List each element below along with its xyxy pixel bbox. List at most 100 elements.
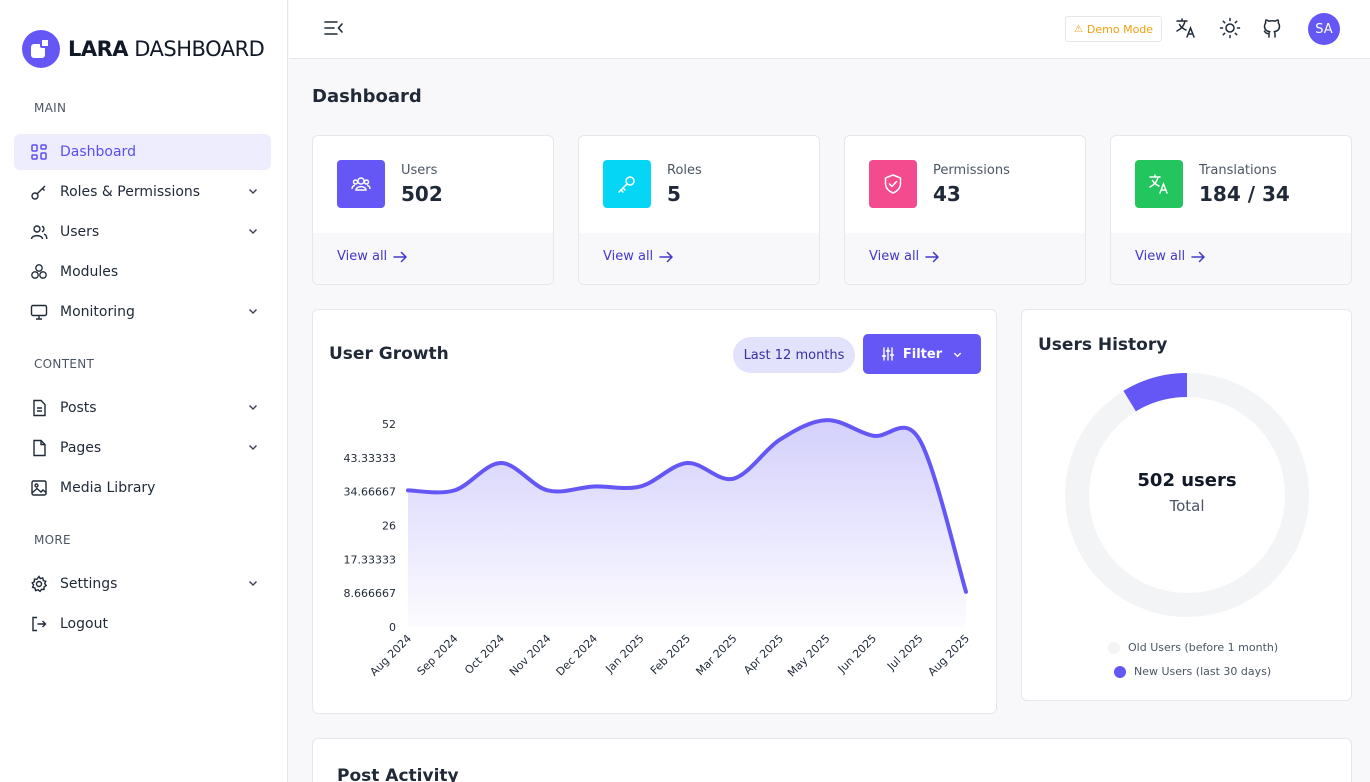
- y-tick-label: 34.66667: [344, 486, 397, 499]
- github-icon[interactable]: [1261, 17, 1283, 39]
- sun-icon[interactable]: [1219, 17, 1241, 39]
- view-all-users-link[interactable]: View all: [337, 249, 408, 264]
- sidebar-item-monitoring[interactable]: Monitoring: [14, 294, 271, 330]
- sidebar-item-label: Media Library: [60, 480, 156, 496]
- y-tick-label: 52: [382, 418, 396, 431]
- page-title: Dashboard: [312, 86, 422, 107]
- chevron-down-icon: [249, 445, 257, 450]
- chart-title: User Growth: [329, 344, 449, 364]
- legend-item-new-users[interactable]: New Users (last 30 days): [1114, 665, 1271, 678]
- stat-card-translations: Translations 184 / 34 View all: [1110, 135, 1352, 285]
- shield-check-icon: [869, 160, 917, 208]
- stat-footer: View all: [313, 233, 553, 284]
- x-tick-label: Oct 2024: [462, 632, 507, 677]
- stat-footer: View all: [1111, 233, 1351, 284]
- chevron-down-icon: [249, 189, 257, 194]
- chevron-down-icon: [953, 352, 962, 357]
- logo-icon: [22, 30, 60, 68]
- donut-center-label: 502 users Total: [1087, 470, 1287, 515]
- sidebar-item-label: Users: [60, 224, 100, 240]
- donut-subtitle: Total: [1169, 497, 1205, 515]
- x-tick-label: Jan 2025: [602, 632, 646, 676]
- legend-dot: [1108, 641, 1120, 654]
- key-icon: [603, 160, 651, 208]
- donut-segment-new-users: [1065, 373, 1309, 617]
- x-tick-label: May 2025: [785, 632, 833, 680]
- chevron-down-icon: [249, 309, 257, 314]
- sidebar-item-logout[interactable]: Logout: [14, 606, 271, 642]
- translate-icon[interactable]: [1175, 17, 1197, 39]
- x-tick-label: Sep 2024: [414, 632, 460, 678]
- sidebar-item-label: Logout: [60, 616, 108, 632]
- donut-title: Users History: [1038, 335, 1168, 355]
- donut-total: 502 users: [1137, 470, 1237, 491]
- filter-button[interactable]: Filter: [863, 334, 981, 374]
- stat-card-roles: Roles 5 View all: [578, 135, 820, 285]
- cubes-icon: [30, 263, 48, 281]
- stat-label: Translations: [1199, 163, 1277, 178]
- document-icon: [30, 399, 48, 417]
- view-all-translations-link[interactable]: View all: [1135, 249, 1206, 264]
- section-label-content: CONTENT: [34, 357, 95, 371]
- x-tick-label: Mar 2025: [693, 632, 739, 678]
- stat-value: 184 / 34: [1199, 182, 1290, 206]
- x-tick-label: Jul 2025: [884, 632, 926, 674]
- users-history-donut: [1065, 373, 1309, 617]
- y-tick-label: 0: [389, 621, 396, 634]
- user-avatar[interactable]: SA: [1308, 13, 1340, 45]
- legend-dot: [1114, 665, 1126, 678]
- sidebar: LARA DASHBOARD MAIN Dashboard Roles & Pe…: [0, 0, 288, 782]
- post-activity-title: Post Activity: [337, 766, 459, 782]
- sidebar-item-posts[interactable]: Posts: [14, 390, 271, 426]
- stat-value: 5: [667, 182, 681, 206]
- x-tick-label: Feb 2025: [648, 632, 693, 677]
- sidebar-item-label: Monitoring: [60, 304, 135, 320]
- arrow-right-icon: [1191, 251, 1206, 262]
- sidebar-item-dashboard[interactable]: Dashboard: [14, 134, 271, 170]
- page-icon: [30, 439, 48, 457]
- warning-icon: ⚠: [1073, 23, 1083, 35]
- sidebar-item-label: Modules: [60, 264, 119, 280]
- x-tick-label: Dec 2024: [554, 632, 601, 679]
- date-range-selector[interactable]: Last 12 months: [733, 337, 855, 373]
- sidebar-item-users[interactable]: Users: [14, 214, 271, 250]
- chevron-down-icon: [249, 405, 257, 410]
- arrow-right-icon: [393, 251, 408, 262]
- demo-mode-badge: ⚠ Demo Mode: [1065, 16, 1162, 42]
- x-tick-label: Aug 2024: [367, 632, 414, 679]
- user-growth-chart: 0 8.666667 17.33333 26 34.66667 43.33333 52 Au…: [344, 418, 973, 680]
- gear-icon: [30, 575, 48, 593]
- grid-icon: [30, 143, 48, 161]
- menu-collapse-icon[interactable]: [323, 18, 345, 38]
- logout-icon: [30, 615, 48, 633]
- sidebar-item-settings[interactable]: Settings: [14, 566, 271, 602]
- stat-footer: View all: [845, 233, 1085, 284]
- sidebar-item-label: Settings: [60, 576, 118, 592]
- chevron-down-icon: [249, 229, 257, 234]
- sidebar-item-modules[interactable]: Modules: [14, 254, 271, 290]
- legend-item-old-users[interactable]: Old Users (before 1 month): [1108, 641, 1278, 654]
- chart-area: [408, 420, 966, 627]
- x-tick-label: Jun 2025: [835, 632, 879, 676]
- post-activity-card: Post Activity: [312, 738, 1352, 782]
- sidebar-item-label: Dashboard: [60, 144, 136, 160]
- sidebar-item-roles-permissions[interactable]: Roles & Permissions: [14, 174, 271, 210]
- sidebar-item-pages[interactable]: Pages: [14, 430, 271, 466]
- view-all-permissions-link[interactable]: View all: [869, 249, 940, 264]
- users-icon: [337, 160, 385, 208]
- stat-label: Roles: [667, 163, 702, 178]
- view-all-roles-link[interactable]: View all: [603, 249, 674, 264]
- y-tick-label: 43.33333: [344, 452, 397, 465]
- y-tick-label: 26: [382, 520, 396, 533]
- sidebar-item-label: Roles & Permissions: [60, 184, 201, 200]
- top-header: ⚠ Demo Mode SA: [289, 0, 1370, 59]
- sidebar-item-media-library[interactable]: Media Library: [14, 470, 271, 506]
- brand-logo[interactable]: LARA DASHBOARD: [22, 30, 265, 68]
- x-tick-label: Apr 2025: [741, 632, 786, 677]
- x-tick-label: Aug 2025: [925, 632, 972, 679]
- chevron-down-icon: [249, 581, 257, 586]
- chart-line: [406, 418, 968, 594]
- users-history-card: Users History 502 users Total Old Users …: [1021, 309, 1352, 701]
- sliders-icon: [881, 347, 895, 361]
- stat-label: Users: [401, 163, 438, 178]
